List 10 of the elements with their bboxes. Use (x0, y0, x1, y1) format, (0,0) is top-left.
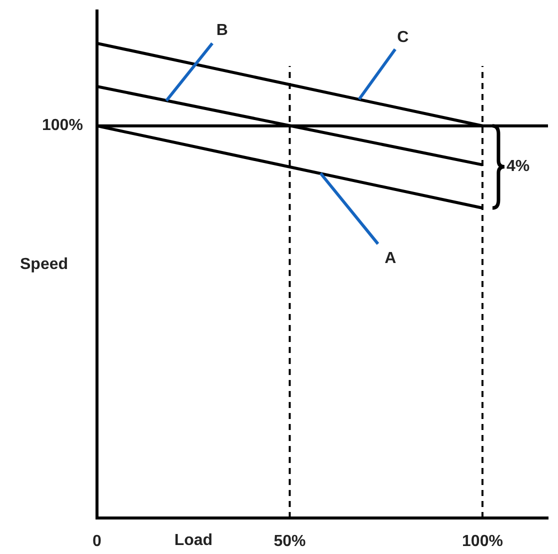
x-axis-title: Load (174, 532, 213, 550)
annotation: C (397, 29, 409, 48)
x-tick-label: 100% (462, 533, 503, 550)
text: 100% (42, 116, 83, 135)
annotation: B (216, 22, 228, 40)
annotation: A (384, 250, 396, 268)
annotation: 4% (506, 158, 530, 176)
y-axis-title: Speed (20, 256, 68, 274)
x-tick-label: 0 (92, 533, 102, 550)
x-tick-label: 50% (274, 533, 306, 550)
